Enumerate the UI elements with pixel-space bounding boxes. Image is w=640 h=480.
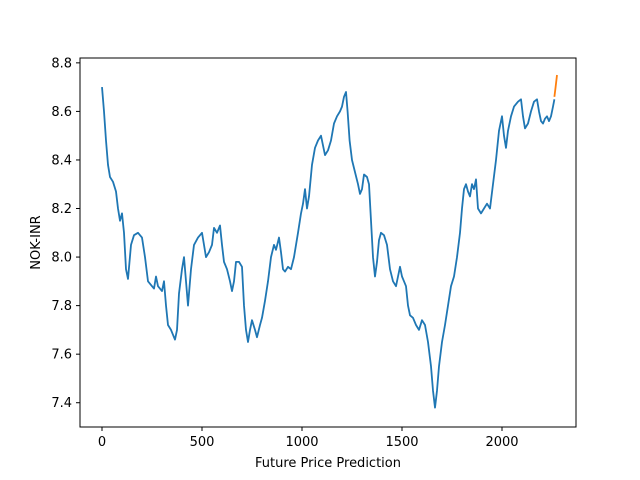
y-tick-label: 7.4 — [51, 396, 72, 411]
y-tick-label: 8.8 — [51, 56, 72, 71]
series-layer — [101, 74, 558, 409]
y-tick-label: 8.2 — [51, 202, 72, 217]
x-tick-label: 1500 — [385, 435, 418, 450]
x-axis-label: Future Price Prediction — [255, 456, 401, 471]
x-tick-label: 0 — [98, 435, 106, 450]
y-axis: 7.4 7.6 7.8 8.0 8.2 8.4 8.6 8.8 — [51, 56, 80, 411]
x-tick-label: 500 — [190, 435, 215, 450]
y-tick-label: 8.4 — [51, 153, 72, 168]
y-tick-label: 7.8 — [51, 299, 72, 314]
y-tick-label: 8.6 — [51, 105, 72, 120]
plot-frame — [79, 57, 577, 428]
x-tick-label: 2000 — [485, 435, 518, 450]
x-axis: 0 500 1000 1500 2000 — [98, 427, 519, 450]
series-line-0 — [101, 87, 556, 409]
series-line-1 — [553, 74, 558, 97]
y-tick-label: 7.6 — [51, 348, 72, 363]
x-tick-label: 1000 — [285, 435, 318, 450]
y-axis-label: NOK-INR — [29, 215, 44, 269]
y-tick-label: 8.0 — [51, 251, 72, 266]
